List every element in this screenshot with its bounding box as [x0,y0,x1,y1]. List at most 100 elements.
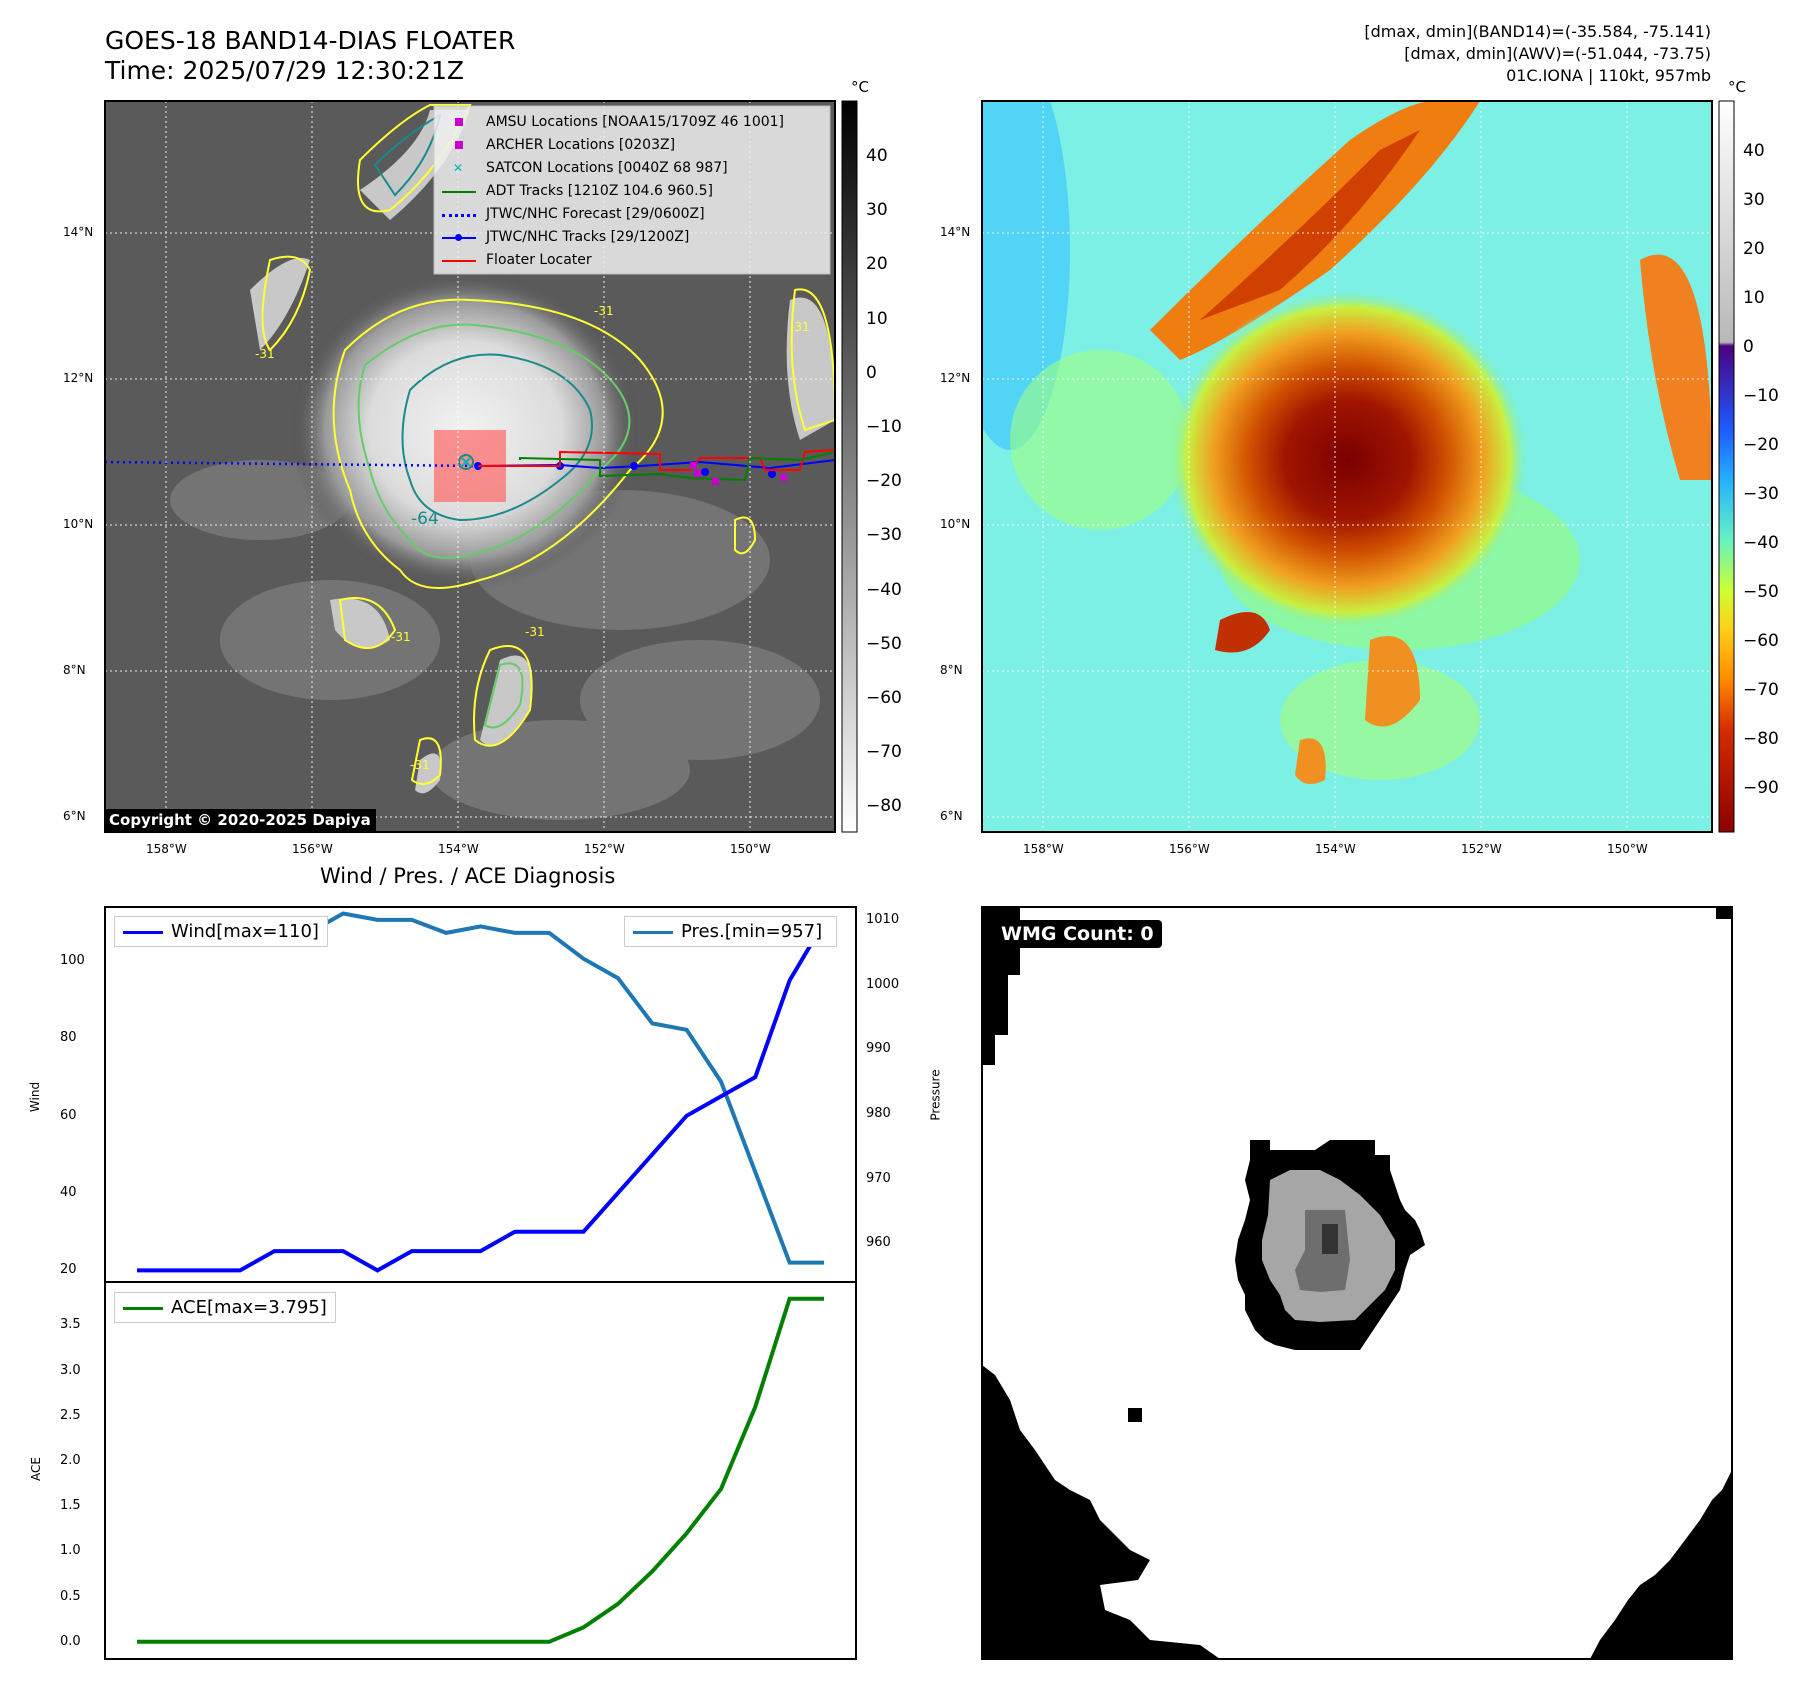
lat-label: 10°N [63,517,94,531]
ace-tick: 1.0 [60,1543,81,1559]
contour-label-31: -31 [790,320,810,334]
ace-tick: 0.5 [60,1588,81,1604]
colorbar-tick: −10 [1743,386,1779,406]
lon-label: 150°W [1607,842,1648,856]
pressure-axis-label: Pressure [928,1069,943,1121]
wind-tick: 40 [60,1185,77,1201]
colorbar-tick: −60 [866,688,902,708]
contour-label-31: -31 [594,304,614,318]
colorbar-tick: 30 [1743,190,1765,210]
lat-label: 14°N [940,225,971,239]
ace-axis-label: ACE [28,1457,43,1481]
colorbar-tick: −30 [1743,484,1779,504]
colorbar-tick: 20 [1743,239,1765,259]
lat-label: 6°N [940,809,963,823]
ace-axes [104,1281,857,1660]
wind-tick: 20 [60,1262,77,1278]
pres-legend-label: Pres.[min=957] [681,921,823,942]
enhanced-frame [981,100,1713,833]
legend-label: Floater Locater [486,252,592,268]
colorbar-tick: −80 [866,796,902,817]
adt-track-line [519,451,835,482]
lon-label: 156°W [1169,842,1210,856]
ir-legend-box [433,105,831,275]
ace-tick: 0.0 [60,1633,81,1649]
pressure-tick: 960 [866,1235,891,1251]
ace-tick: 1.5 [60,1498,81,1514]
colorbar-tick: −20 [1743,435,1779,455]
contour-label-31: -31 [391,630,411,644]
wind-legend-swatch [123,930,163,934]
colorbar-tick: −40 [866,579,902,600]
colorbar-tick: −70 [866,742,902,763]
legend-marker-dotted [442,214,476,217]
colorbar-tick: −50 [866,633,902,654]
band14-stats: [dmax, dmin](BAND14)=(-35.584, -75.141) [1364,22,1711,41]
contour-label-64: -64 [411,509,439,529]
wmg-frame [981,906,1733,1660]
storm-core-enh [1168,290,1528,630]
lon-label: 154°W [1315,842,1356,856]
contour-label-31: -31 [525,625,545,639]
lat-label: 12°N [63,371,94,385]
contour-label-31: -31 [410,758,430,772]
wind-legend: Wind[max=110] [114,916,328,947]
satcon-markers [461,457,471,467]
lat-label: 12°N [940,371,971,385]
legend-marker-square [455,141,463,149]
legend-label: SATCON Locations [0040Z 68 987] [486,160,728,176]
colorbar-tick: −70 [1743,680,1779,700]
legend-marker-line-dot [442,234,476,241]
legend-label: ADT Tracks [1210Z 104.6 960.5] [486,183,713,199]
figure-title: GOES-18 BAND14-DIAS FLOATER [105,26,516,55]
colorbar-tick: −60 [1743,631,1779,651]
lon-label: 150°W [730,842,771,856]
lon-label: 158°W [1023,842,1064,856]
copyright-badge: Copyright © 2020-2025 Dapiya [104,809,376,831]
legend-marker-x: ✕ [453,161,464,175]
pressure-tick: 990 [866,1041,891,1057]
enhanced-colorbar [1718,100,1735,833]
ace-line [137,1296,824,1644]
lat-label: 10°N [940,517,971,531]
legend-marker-square [455,118,463,126]
pressure-tick: 1010 [866,911,900,927]
ir-map [105,101,835,832]
legend-label: JTWC/NHC Tracks [29/1200Z] [486,229,690,245]
ace-tick: 2.0 [60,1453,81,1468]
awv-stats: [dmax, dmin](AWV)=(-51.044, -73.75) [1404,44,1711,63]
pressure-tick: 980 [866,1105,891,1121]
ace-legend-label: ACE[max=3.795] [171,1297,327,1318]
colorbar-tick: −50 [1743,582,1779,602]
colorbar-tick: −90 [1743,778,1779,798]
colorbar-tick: 0 [866,362,877,383]
lon-label: 154°W [438,842,479,856]
colorbar-tick: 10 [1743,288,1765,308]
wind-tick: 80 [60,1030,77,1046]
ace-tick: 2.5 [60,1407,81,1423]
lat-label: 6°N [63,809,86,823]
contour-label-31: -31 [255,347,275,361]
ir-colorbar-unit: °C [851,78,869,96]
diagnosis-title: Wind / Pres. / ACE Diagnosis [320,864,616,888]
legend-marker-line [442,260,476,262]
ace-legend-swatch [123,1306,163,1310]
lat-label: 8°N [940,663,963,677]
legend-label: AMSU Locations [NOAA15/1709Z 46 1001] [486,114,785,130]
storm-info: 01C.IONA | 110kt, 957mb [1506,66,1711,85]
wmg-eye [1322,1224,1338,1254]
amsu-markers [690,462,787,485]
wind-line [137,921,826,1273]
legend-dot [455,234,462,241]
colorbar-tick: −80 [1743,729,1779,749]
colorbar-tick: −10 [866,417,902,437]
wind-tick: 100 [60,953,85,969]
lat-label: 8°N [63,663,86,677]
enhanced-map [982,101,1712,832]
lat-label: 14°N [63,225,94,239]
wmg-map [982,907,1732,1659]
colorbar-tick: 20 [866,254,888,275]
ir-frame [104,100,836,833]
colorbar-tick: 40 [866,146,888,166]
ace-tick: 3.5 [60,1317,81,1333]
